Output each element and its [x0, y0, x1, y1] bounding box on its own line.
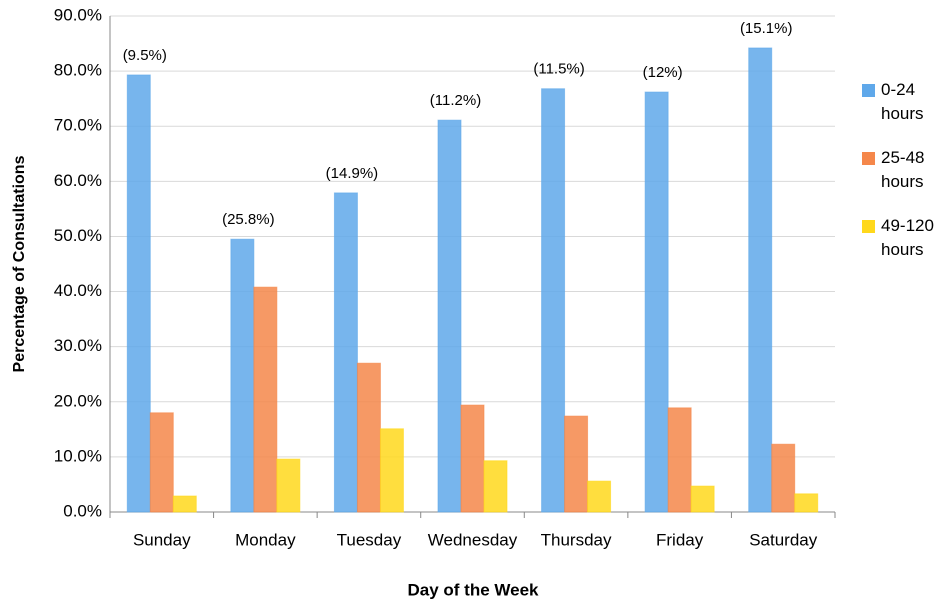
- legend-item: 49-120 hours: [862, 214, 942, 262]
- x-tick-label: Monday: [235, 530, 296, 549]
- y-tick-label: 50.0%: [54, 226, 102, 245]
- bar: [748, 47, 773, 513]
- bar: [379, 428, 404, 513]
- legend-label: 25-48 hours: [881, 148, 925, 191]
- legend-swatch: [862, 220, 875, 233]
- y-tick-label: 80.0%: [54, 61, 102, 80]
- x-axis-title: Day of the Week: [407, 580, 539, 599]
- annotation: (11.5%): [533, 61, 584, 78]
- y-tick-label: 30.0%: [54, 336, 102, 355]
- bar: [771, 443, 796, 513]
- annotation: (14.9%): [326, 165, 379, 182]
- y-tick-label: 70.0%: [54, 116, 102, 135]
- bar: [356, 362, 381, 513]
- annotation: (11.2%): [430, 92, 481, 109]
- bar: [483, 460, 508, 513]
- bar: [276, 458, 301, 513]
- bar: [794, 493, 819, 513]
- legend: 0-24 hours 25-48 hours 49-120 hours: [862, 78, 942, 282]
- bar: [587, 480, 612, 513]
- y-tick-label: 60.0%: [54, 171, 102, 190]
- bar: [644, 91, 669, 513]
- x-tick-label: Saturday: [749, 530, 818, 549]
- legend-item: 0-24 hours: [862, 78, 942, 126]
- bar: [333, 192, 358, 513]
- bar: [253, 286, 278, 513]
- legend-item: 25-48 hours: [862, 146, 942, 194]
- y-tick-label: 90.0%: [54, 5, 102, 24]
- x-tick-label: Thursday: [541, 530, 612, 549]
- bar: [437, 119, 462, 513]
- legend-swatch: [862, 84, 875, 97]
- bar: [230, 238, 255, 513]
- x-tick-label: Friday: [656, 530, 704, 549]
- legend-label: 49-120 hours: [881, 216, 934, 259]
- legend-swatch: [862, 152, 875, 165]
- bar: [149, 412, 174, 513]
- y-tick-label: 10.0%: [54, 446, 102, 465]
- bar: [541, 88, 566, 513]
- annotation: (25.8%): [222, 211, 275, 228]
- x-tick-label: Wednesday: [428, 530, 518, 549]
- x-tick-label: Tuesday: [337, 530, 402, 549]
- legend-label: 0-24 hours: [881, 80, 924, 123]
- bar: [126, 74, 151, 513]
- bar: [690, 485, 715, 513]
- bar: [460, 404, 485, 513]
- annotation: (12%): [643, 64, 683, 81]
- y-tick-label: 20.0%: [54, 391, 102, 410]
- y-tick-label: 40.0%: [54, 281, 102, 300]
- bar: [564, 415, 589, 513]
- x-tick-label: Sunday: [133, 530, 191, 549]
- bar: [667, 407, 692, 513]
- annotation: (15.1%): [740, 20, 793, 37]
- y-axis-title: Percentage of Consultations: [11, 155, 28, 372]
- y-tick-label: 0.0%: [63, 501, 102, 520]
- bar: [172, 495, 197, 513]
- annotation: (9.5%): [123, 47, 167, 64]
